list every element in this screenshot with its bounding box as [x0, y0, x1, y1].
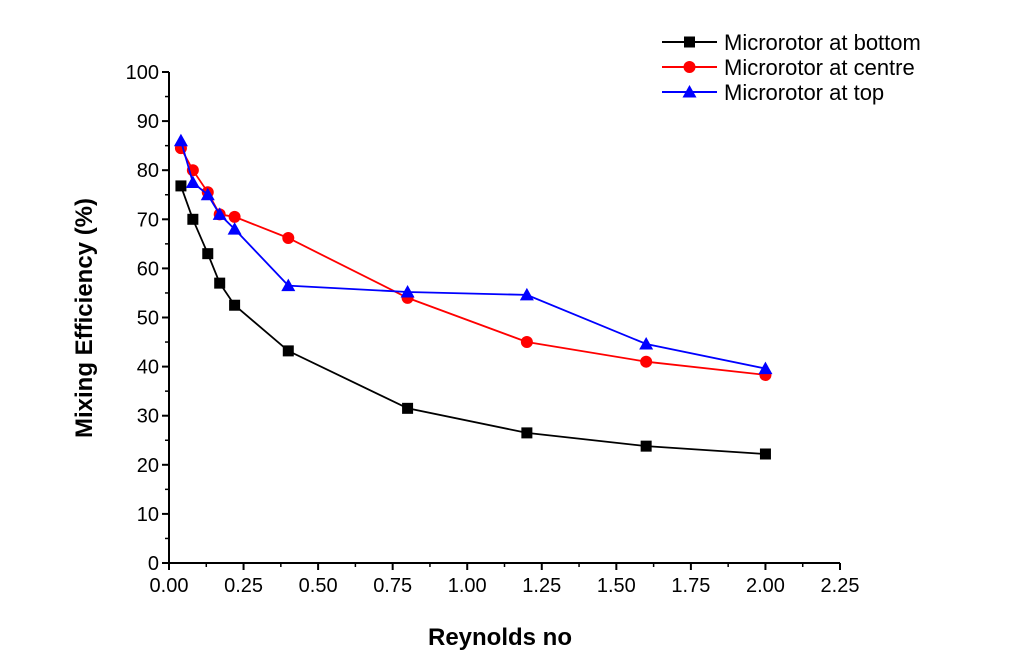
data-point	[640, 440, 652, 452]
data-point	[228, 210, 241, 223]
x-tick-label: 1.75	[671, 575, 710, 597]
y-axis-title: Mixing Efficiency (%)	[71, 198, 98, 438]
y-tick-label: 90	[137, 111, 159, 133]
x-tick-label: 0.75	[373, 575, 412, 597]
y-tick-label: 60	[137, 258, 159, 280]
x-tick-label: 1.50	[597, 575, 636, 597]
y-tick-label: 80	[137, 160, 159, 182]
series-triangle	[173, 133, 773, 375]
data-point	[519, 287, 534, 301]
series-line	[180, 140, 766, 370]
data-point	[281, 278, 296, 292]
y-tick-label: 70	[137, 209, 159, 231]
series-line	[180, 147, 766, 376]
plot-area	[173, 133, 773, 460]
data-point	[185, 175, 200, 188]
y-tick-label: 40	[137, 357, 159, 379]
series-circle	[174, 142, 772, 381]
legend-label: Microrotor at top	[724, 80, 884, 105]
y-tick-label: 10	[137, 504, 159, 526]
data-point	[212, 207, 227, 220]
data-point	[521, 427, 533, 439]
data-point	[173, 133, 188, 147]
data-point	[200, 187, 215, 201]
x-tick-label: 0.50	[299, 575, 338, 597]
y-tick-label: 100	[126, 62, 159, 84]
legend-label: Microrotor at centre	[724, 55, 915, 80]
data-point	[175, 180, 187, 192]
data-point	[282, 231, 295, 244]
x-tick-label: 0.00	[150, 575, 189, 597]
y-tick-label: 50	[137, 308, 159, 330]
axes: 0 10 20 30 40 50 60 70 80 90 100 0.00 0.25 0.50 0.75 1.…	[126, 62, 860, 597]
data-point	[520, 336, 533, 349]
data-point	[229, 299, 241, 311]
data-point	[187, 213, 199, 225]
legend-marker	[682, 85, 697, 98]
data-point	[400, 284, 415, 298]
x-tick-label: 1.25	[522, 575, 561, 597]
series-square	[175, 180, 771, 460]
data-point	[402, 402, 414, 414]
x-axis-title: Reynolds no	[428, 624, 572, 651]
legend-entry: Microrotor at top	[662, 80, 884, 105]
legend-entry: Microrotor at bottom	[662, 30, 921, 55]
legend-entry: Microrotor at centre	[662, 55, 915, 80]
data-point	[202, 248, 214, 260]
data-point	[282, 345, 294, 357]
data-point	[214, 277, 226, 289]
x-tick-label: 1.00	[448, 575, 487, 597]
data-point	[639, 337, 654, 350]
legend-marker	[684, 36, 695, 48]
legend-marker	[683, 61, 696, 73]
data-point	[227, 222, 242, 235]
y-tick-label: 20	[137, 455, 159, 477]
data-point	[759, 448, 771, 460]
y-tick-label: 30	[137, 406, 159, 428]
series-line	[180, 185, 766, 455]
x-tick-label: 0.25	[224, 575, 263, 597]
x-tick-label: 2.00	[746, 575, 785, 597]
legend-label: Microrotor at bottom	[724, 30, 921, 55]
data-point	[758, 361, 773, 375]
data-point	[640, 355, 653, 368]
x-tick-label: 2.25	[821, 575, 860, 597]
y-tick-label: 0	[148, 553, 159, 575]
